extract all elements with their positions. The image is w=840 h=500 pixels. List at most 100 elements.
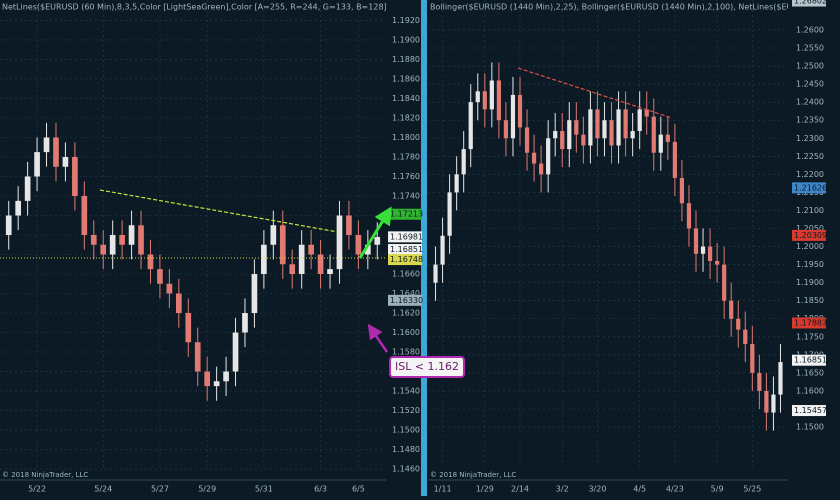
annotation-box: [389, 356, 465, 378]
candle-body: [686, 203, 692, 229]
y-tick-label: 1.1640: [392, 289, 420, 298]
candle-body: [15, 200, 22, 216]
candle-body: [355, 235, 362, 255]
y-tick-label: 1.2400: [796, 98, 824, 107]
candle-body: [72, 156, 78, 196]
candle-body: [750, 344, 755, 373]
candle-body: [336, 215, 343, 270]
y-tick-label: 1.1920: [392, 16, 420, 25]
candle-body: [468, 102, 473, 150]
x-tick-label: 5/31: [255, 485, 273, 494]
candle-body: [317, 254, 324, 275]
price-marker-label: 1.17213: [390, 210, 423, 219]
y-tick-label: 1.2600: [796, 25, 824, 34]
x-tick-label: 5/25: [743, 485, 761, 494]
y-tick-label: 1.2500: [796, 62, 824, 71]
chart-title: Bollinger($EURUSD (1440 Min),2,25), Boll…: [430, 3, 840, 12]
candle-body: [475, 91, 480, 103]
candle-body: [223, 371, 229, 382]
green-arrow: [358, 206, 392, 259]
candle-body: [715, 260, 720, 265]
right-panel: 1.2600 1.2550 1.2500 1.2450 1.2400 1.2350 1.23…: [428, 0, 840, 494]
candle-body: [707, 246, 713, 261]
candle-body: [43, 137, 50, 153]
candle-body: [679, 177, 685, 204]
candle-body: [440, 235, 445, 265]
y-tick-label: 1.2250: [796, 152, 824, 161]
candle-body: [531, 152, 537, 164]
x-tick-label: 3/20: [588, 485, 606, 494]
candle-body: [279, 225, 286, 265]
candle-body: [5, 215, 12, 235]
price-marker-label: 1.16330: [390, 296, 423, 305]
candle-body: [496, 80, 501, 121]
price-marker: [388, 244, 422, 256]
candle-body: [185, 313, 192, 343]
candle-body: [34, 152, 40, 177]
candle-body: [147, 254, 154, 270]
y-tick-label: 1.1540: [392, 387, 420, 396]
candle-body: [327, 269, 333, 275]
price-marker-label: 1.16851: [794, 356, 827, 365]
candle-body: [651, 116, 656, 153]
y-tick-label: 1.2550: [796, 44, 824, 53]
x-tick-label: 6/3: [314, 485, 327, 494]
candle-body: [574, 120, 579, 135]
candle-body: [567, 120, 572, 150]
x-tick-label: 1/29: [476, 485, 494, 494]
candle-body: [581, 134, 586, 146]
y-tick-label: 1.1520: [392, 406, 420, 415]
candle-body: [251, 274, 258, 314]
candle-body: [261, 244, 267, 275]
x-tick-label: 5/27: [151, 485, 169, 494]
x-tick-label: 5/22: [28, 485, 46, 494]
trend-line: [517, 67, 673, 119]
candle-body: [658, 134, 663, 153]
panel-divider: [421, 0, 427, 496]
candle-body: [510, 94, 516, 139]
candle-body: [764, 390, 769, 413]
y-tick-label: 1.1600: [796, 386, 824, 395]
y-tick-label: 1.1580: [392, 348, 420, 357]
candle-body: [128, 225, 135, 245]
candle-body: [539, 163, 544, 175]
x-tick-label: 5/29: [198, 485, 216, 494]
candle-body: [454, 174, 459, 193]
purple-arrow: [367, 323, 389, 353]
candle-body: [289, 264, 296, 275]
candle-body: [517, 94, 523, 128]
price-marker-label: 1.20309: [794, 231, 827, 240]
candle-body: [119, 235, 125, 245]
candle-body: [242, 313, 248, 333]
x-tick-label: 5/9: [711, 485, 724, 494]
y-tick-label: 1.2450: [796, 80, 824, 89]
x-tick-label: 5/24: [94, 485, 112, 494]
y-tick-label: 1.1750: [796, 332, 824, 341]
price-marker-label: 1.15457: [794, 406, 827, 415]
footer: © 2018 NinjaTrader, LLC: [2, 471, 88, 479]
candle-body: [729, 300, 734, 319]
candle-body: [100, 244, 107, 255]
candle-body: [757, 372, 762, 391]
y-tick-label: 1.1800: [392, 133, 420, 142]
candle-body: [722, 264, 727, 301]
price-marker: [792, 229, 826, 241]
price-marker: [792, 182, 826, 194]
x-tick-label: 6/5: [352, 485, 365, 494]
candle-body: [609, 120, 614, 146]
candle-body: [204, 371, 211, 387]
candle-body: [447, 192, 452, 236]
candle-body: [778, 362, 783, 395]
candle-body: [630, 131, 635, 139]
candle-body: [489, 80, 494, 110]
candle-body: [194, 342, 201, 372]
candle-body: [693, 228, 699, 254]
y-tick-label: 1.1820: [392, 113, 420, 122]
y-tick-label: 1.2300: [796, 134, 824, 143]
price-marker-label: 1.21626: [794, 183, 827, 192]
candle-body: [637, 109, 642, 132]
price-marker: [388, 294, 422, 306]
candle-body: [560, 131, 565, 150]
price-marker: [792, 405, 826, 417]
